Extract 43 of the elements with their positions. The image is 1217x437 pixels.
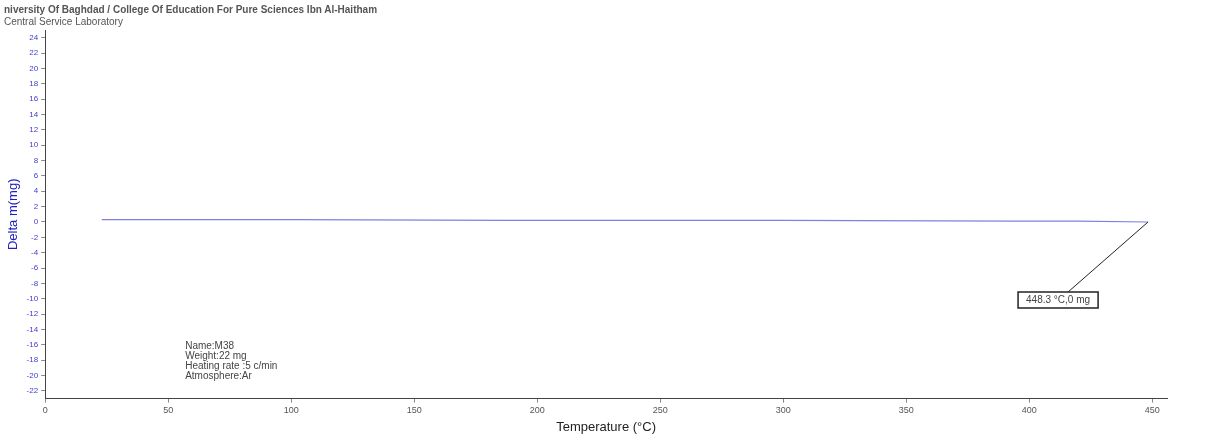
y-tick-label: -22 — [26, 386, 39, 396]
chart-subtitle: Central Service Laboratory — [4, 15, 123, 27]
y-tick-label: 16 — [29, 94, 39, 104]
y-tick-label: -18 — [26, 355, 39, 365]
y-tick-label: -14 — [26, 324, 39, 334]
x-tick-label: 200 — [529, 405, 545, 416]
annotation: Weight:22 mg — [185, 350, 247, 362]
x-tick-label: 250 — [652, 405, 668, 416]
y-tick-label: 2 — [33, 201, 39, 211]
x-axis-title: Temperature (°C) — [556, 418, 656, 434]
x-tick-label: 450 — [1144, 405, 1160, 416]
y-tick-label: 4 — [33, 186, 39, 196]
y-tick-label: -6 — [31, 263, 39, 273]
annotation: Heating rate :5 c/min — [185, 360, 278, 372]
annotation: 448.3 °C,0 mg — [1026, 293, 1091, 305]
x-tick-label: 0 — [42, 405, 48, 416]
y-tick-label: -8 — [31, 278, 39, 288]
y-tick-label: 6 — [33, 171, 39, 181]
x-tick-label: 150 — [406, 405, 422, 416]
y-tick-label: -20 — [26, 370, 39, 380]
annotation: Atmosphere:Ar — [185, 370, 253, 382]
y-tick-label: -16 — [26, 340, 39, 350]
y-tick-label: 18 — [29, 78, 39, 88]
y-tick-label: -12 — [26, 309, 39, 319]
x-tick-label: 50 — [163, 405, 174, 416]
y-tick-label: 12 — [29, 125, 39, 135]
y-tick-label: -2 — [31, 232, 39, 242]
x-tick-label: 350 — [898, 405, 914, 416]
y-tick-label: 14 — [29, 109, 39, 119]
y-tick-label: 22 — [29, 48, 39, 58]
y-tick-label: 24 — [29, 32, 39, 42]
annotation: Name:M38 — [185, 340, 235, 352]
y-axis-title: Delta m(mg) — [5, 178, 21, 251]
x-tick-label: 400 — [1021, 405, 1037, 416]
y-tick-label: 20 — [29, 63, 39, 73]
chart-title: niversity Of Baghdad / College Of Education For Pure Sciences Ibn Al-Haitham — [4, 3, 378, 15]
y-tick-label: 10 — [29, 140, 39, 150]
x-tick-label: 100 — [283, 405, 299, 416]
y-tick-label: 8 — [33, 155, 39, 165]
y-tick-label: -4 — [31, 247, 39, 257]
y-tick-label: -10 — [26, 293, 39, 303]
y-tick-label: 0 — [33, 217, 39, 227]
x-tick-label: 300 — [775, 405, 791, 416]
